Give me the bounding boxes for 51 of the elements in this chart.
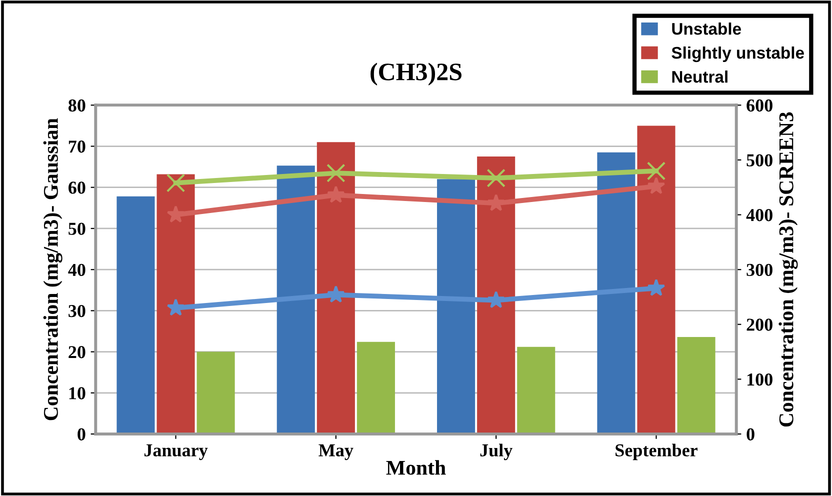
y-tick-label: 60 bbox=[68, 182, 86, 194]
bar bbox=[517, 346, 556, 434]
bar bbox=[316, 142, 355, 434]
point bbox=[326, 186, 345, 203]
legend-label: Neutral bbox=[672, 70, 728, 83]
point bbox=[647, 278, 666, 296]
point bbox=[486, 168, 506, 188]
x-axis-title: Month bbox=[386, 460, 446, 475]
legend-label: Unstable bbox=[672, 22, 741, 35]
y2-axis-title: Concentration (mg/m3)- SCREEN3 bbox=[778, 112, 798, 427]
point bbox=[647, 176, 666, 194]
bar bbox=[276, 166, 315, 434]
y2-tick-label: 200 bbox=[746, 318, 772, 331]
chart-title: (CH3)2S bbox=[370, 62, 462, 86]
x-tick-label: September bbox=[616, 444, 698, 460]
y2-tick-label: 0 bbox=[746, 428, 754, 440]
bar bbox=[637, 126, 676, 434]
y-tick-label: 40 bbox=[68, 264, 86, 276]
y-axis-title: Concentration (mg/m3)- Gaussian bbox=[43, 118, 62, 420]
x-tick-label: May bbox=[318, 444, 354, 460]
y2-tick-label: 300 bbox=[746, 264, 772, 276]
bar bbox=[116, 196, 155, 434]
point bbox=[326, 164, 346, 182]
y-tick-label: 30 bbox=[68, 304, 86, 318]
y-tick-label: 80 bbox=[68, 99, 86, 112]
y-tick-label: 0 bbox=[78, 428, 86, 440]
y2-tick-label: 400 bbox=[746, 209, 772, 222]
y2-tick-label: 500 bbox=[746, 154, 772, 166]
y-tick-label: 70 bbox=[68, 140, 86, 153]
y-tick-label: 50 bbox=[68, 222, 86, 235]
point bbox=[646, 162, 666, 180]
bar bbox=[597, 152, 636, 434]
point bbox=[166, 205, 185, 223]
x-tick-label: January bbox=[144, 444, 208, 460]
y2-tick-label: 600 bbox=[746, 99, 772, 112]
bar bbox=[677, 336, 716, 434]
point bbox=[166, 298, 185, 316]
y-tick-label: 10 bbox=[69, 387, 86, 400]
x-tick-label: July bbox=[480, 444, 512, 460]
y-tick-label: 20 bbox=[68, 346, 86, 358]
bar bbox=[356, 342, 395, 434]
y2-tick-label: 100 bbox=[747, 373, 772, 386]
point bbox=[487, 194, 506, 212]
point bbox=[166, 174, 186, 192]
bar bbox=[156, 174, 195, 434]
point bbox=[326, 285, 345, 303]
bar bbox=[437, 179, 476, 434]
bar bbox=[196, 352, 235, 434]
legend-label: Slightly unstable bbox=[672, 46, 804, 62]
bar bbox=[477, 156, 516, 434]
point bbox=[487, 290, 506, 308]
